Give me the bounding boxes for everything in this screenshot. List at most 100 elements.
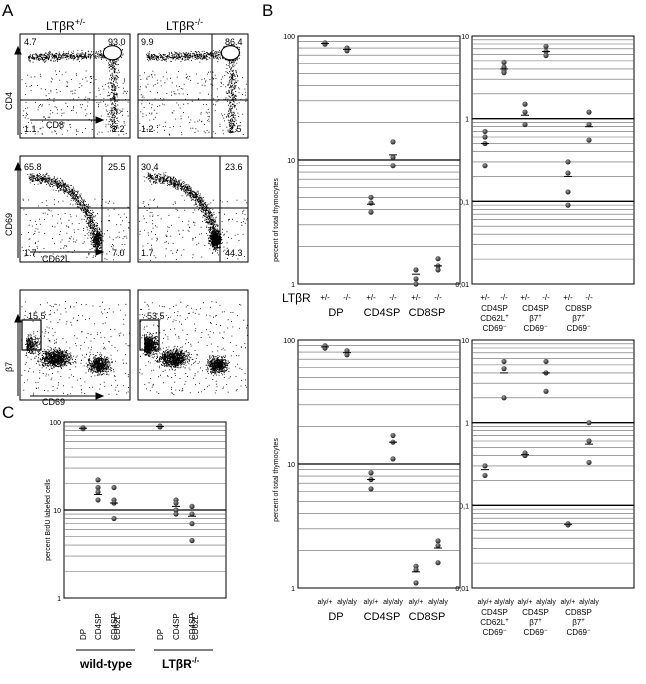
genotype-label: +/- — [480, 293, 490, 302]
x-category-label: CD62L+ — [113, 611, 122, 640]
flow-plot — [137, 289, 249, 401]
data-point — [173, 507, 179, 513]
genotype-label: +/- — [411, 293, 421, 302]
data-point — [565, 189, 571, 195]
xlabel-cd62l: CD62L — [42, 254, 70, 264]
data-point — [413, 567, 419, 573]
q-r2m-ur: 23.6 — [225, 162, 243, 172]
group-label: β7+ — [572, 618, 585, 627]
group-label: CD4SP — [522, 608, 549, 617]
q-r1m-ll: 1.2 — [141, 124, 154, 134]
data-point — [189, 511, 195, 517]
data-point — [189, 521, 195, 527]
data-point — [344, 352, 350, 358]
data-point — [522, 452, 528, 459]
data-point — [413, 276, 419, 282]
group-label: CD4SP — [481, 608, 508, 617]
flow-events — [139, 170, 248, 261]
q-r2p-ll: 1.7 — [24, 248, 37, 258]
y-tick-label: 1 — [465, 117, 469, 124]
genotype-label: aly/+ — [318, 599, 333, 606]
q-r2p-ur: 25.5 — [108, 162, 126, 172]
y-tick-label: 1 — [465, 421, 469, 428]
gate-box — [21, 319, 42, 351]
x-category-label: CD4SP — [188, 613, 197, 640]
data-point — [543, 388, 549, 394]
data-point — [189, 537, 195, 544]
q-r1m-ul: 9.9 — [141, 37, 154, 47]
panel-b-plots: 100 10 1 10 1 0,1 0,01 100 10 1 10 1 0,1 0,01 +/- -/- +/… — [283, 34, 635, 637]
data-point — [501, 366, 507, 372]
data-point — [586, 438, 592, 444]
data-point — [522, 121, 528, 128]
group-label: β7+ — [529, 618, 542, 627]
y-tick-label: 0,1 — [459, 503, 469, 510]
plot-frame — [471, 35, 635, 285]
data-point — [435, 538, 441, 544]
data-point — [189, 503, 195, 509]
group-label: CD8SP — [409, 307, 446, 319]
panel-letter-c: C — [2, 403, 14, 422]
data-point — [390, 432, 396, 439]
flow-events — [139, 301, 248, 395]
plot-frame — [137, 289, 249, 401]
gate-r3p: 15.5 — [28, 311, 46, 321]
panel-a: LTβR+/- LTβR-/- CD4 CD8 CD69 CD62L β7 CD… — [4, 17, 249, 407]
data-point — [413, 580, 419, 586]
gate-box — [139, 319, 160, 351]
group-label: CD8SP — [565, 304, 592, 313]
data-point — [413, 281, 419, 287]
flow-events — [21, 301, 130, 396]
genotype-label: aly/+ — [518, 599, 533, 606]
genotype-label: aly/+ — [478, 599, 493, 606]
data-point — [565, 522, 571, 528]
group-label-wt: wild-type — [79, 657, 132, 671]
data-point — [95, 484, 101, 491]
genotype-label: -/- — [500, 293, 508, 302]
genotype-label: aly/+ — [364, 599, 379, 606]
flow-plot — [137, 155, 249, 263]
data-point — [435, 560, 441, 566]
genotype-label: aly/aly — [494, 599, 514, 606]
group-label: CD69− — [567, 324, 591, 333]
col-header-plus: LTβR+/- — [46, 17, 85, 33]
genotype-label: aly/aly — [428, 599, 448, 606]
data-point — [368, 200, 374, 206]
data-point — [322, 345, 328, 351]
data-point — [586, 121, 592, 128]
data-point — [435, 256, 441, 262]
data-point — [435, 267, 441, 273]
ylabel-cd69: CD69 — [4, 213, 14, 236]
group-label: CD4SP — [364, 611, 401, 623]
data-point — [413, 563, 419, 569]
y-tick-label: 10 — [287, 462, 295, 469]
genotype-label: -/- — [542, 293, 550, 302]
data-point — [565, 202, 571, 208]
panel-b: percent of total thymocytes percent of t… — [273, 34, 635, 637]
group-label: CD8SP — [565, 608, 592, 617]
y-tick-label: 1 — [291, 282, 295, 289]
q-r2m-ll: 1.7 — [141, 248, 154, 258]
flow-plot — [137, 33, 249, 139]
q-r1p-ul: 4.7 — [24, 37, 37, 47]
data-point — [586, 459, 592, 466]
data-point — [368, 470, 374, 476]
q-r1m-ur: 86.4 — [225, 37, 243, 47]
x-category-label: CD62L+ — [191, 611, 200, 640]
group-label: DP — [328, 611, 343, 623]
group-label: CD4SP — [481, 304, 508, 313]
genotype-label: +/- — [366, 293, 376, 302]
data-point — [586, 137, 592, 143]
xlabel-cd69: CD69 — [42, 397, 65, 407]
data-point — [95, 477, 101, 483]
panel-c: percent BrdU labeled cells 100 10 1 DP CD4SP… — [45, 420, 227, 671]
genotype-label: aly/aly — [579, 599, 599, 606]
group-label: β7+ — [572, 314, 585, 323]
x-category-label: CD4SP — [172, 613, 181, 640]
density-contour — [220, 45, 240, 61]
group-label: β7+ — [529, 314, 542, 323]
y-tick-label: 10 — [287, 158, 295, 165]
group-label: CD69− — [567, 628, 591, 637]
data-point — [435, 542, 441, 549]
q-r2m-lr: 44.3 — [225, 248, 243, 258]
